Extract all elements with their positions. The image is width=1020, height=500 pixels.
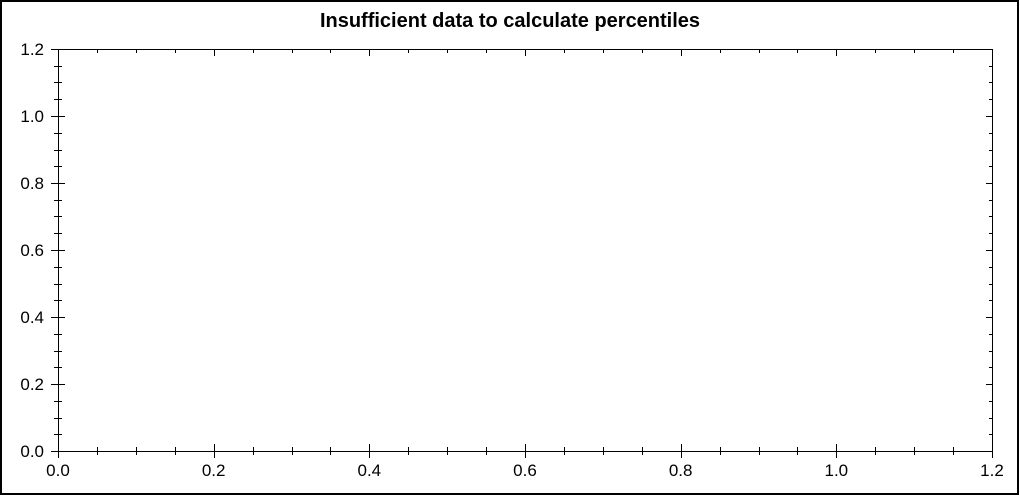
y-axis-tick-label: 0.4 <box>20 308 44 327</box>
x-axis-tick-label: 0.8 <box>669 461 693 480</box>
x-axis-tick-label: 1.0 <box>825 461 849 480</box>
y-axis-tick-label: 1.0 <box>20 107 44 126</box>
y-axis-tick-label: 0.2 <box>20 375 44 394</box>
plot-border <box>58 49 993 452</box>
y-axis-tick-label: 0.6 <box>20 241 44 260</box>
x-axis-tick-label: 1.2 <box>980 461 1004 480</box>
y-axis-tick-label: 1.2 <box>20 40 44 59</box>
y-axis-tick-label: 0.8 <box>20 174 44 193</box>
y-axis-tick-label: 0.0 <box>20 442 44 461</box>
x-axis-tick-label: 0.6 <box>513 461 537 480</box>
x-axis-tick-label: 0.0 <box>46 461 70 480</box>
x-axis-tick-label: 0.2 <box>202 461 226 480</box>
chart-title: Insufficient data to calculate percentil… <box>319 10 701 32</box>
x-axis-tick-label: 0.4 <box>358 461 382 480</box>
